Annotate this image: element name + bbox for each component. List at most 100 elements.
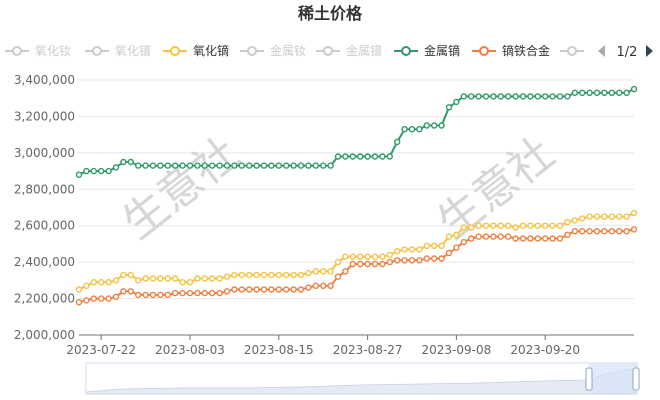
data-point[interactable] [490, 93, 497, 100]
data-point[interactable] [97, 279, 105, 286]
legend-item-label[interactable]: 镝铁合金 [502, 43, 550, 58]
data-point[interactable] [497, 222, 504, 229]
legend-marker[interactable] [12, 46, 22, 56]
data-point[interactable] [268, 162, 275, 169]
data-point[interactable] [327, 268, 334, 275]
data-point[interactable] [527, 222, 534, 229]
data-point[interactable] [571, 227, 578, 235]
data-point[interactable] [97, 167, 105, 175]
data-point[interactable] [497, 93, 504, 100]
data-point[interactable] [616, 227, 623, 235]
data-point[interactable] [556, 93, 564, 100]
data-point[interactable] [208, 275, 216, 282]
data-point[interactable] [186, 289, 194, 297]
data-point[interactable] [179, 162, 186, 169]
data-point[interactable] [423, 242, 430, 250]
data-point[interactable] [164, 275, 172, 282]
data-point[interactable] [320, 282, 327, 289]
data-point[interactable] [90, 295, 98, 302]
data-point[interactable] [127, 288, 135, 295]
datazoom-window[interactable] [589, 363, 637, 394]
data-point[interactable] [97, 295, 105, 302]
data-point[interactable] [75, 171, 83, 178]
data-point[interactable] [482, 233, 490, 240]
data-point[interactable] [408, 257, 416, 264]
data-point[interactable] [216, 289, 223, 297]
legend-marker[interactable] [247, 46, 257, 56]
legend-marker[interactable] [170, 46, 180, 56]
data-point[interactable] [297, 286, 305, 293]
data-point[interactable] [416, 257, 423, 264]
data-point[interactable] [519, 222, 527, 229]
data-point[interactable] [275, 286, 282, 293]
legend-marker[interactable] [567, 46, 577, 56]
data-point[interactable] [194, 275, 201, 282]
data-point[interactable] [142, 275, 149, 282]
data-point[interactable] [453, 231, 460, 239]
data-point[interactable] [105, 167, 112, 175]
data-point[interactable] [127, 271, 135, 279]
data-point[interactable] [371, 153, 379, 160]
data-point[interactable] [512, 224, 519, 231]
data-point[interactable] [394, 138, 401, 146]
data-point[interactable] [564, 231, 571, 239]
data-point[interactable] [171, 162, 179, 169]
data-point[interactable] [616, 213, 623, 220]
data-point[interactable] [445, 104, 453, 111]
data-point[interactable] [112, 277, 120, 284]
data-point[interactable] [408, 125, 416, 133]
data-point[interactable] [623, 89, 630, 97]
data-point[interactable] [460, 238, 467, 246]
data-point[interactable] [527, 235, 534, 242]
data-point[interactable] [283, 286, 290, 293]
data-point[interactable] [164, 162, 172, 169]
data-point[interactable] [305, 269, 312, 277]
data-point[interactable] [349, 260, 356, 268]
legend-marker[interactable] [401, 46, 411, 56]
data-point[interactable] [534, 222, 541, 229]
data-point[interactable] [601, 89, 608, 97]
data-point[interactable] [231, 286, 238, 293]
legend-prev-icon[interactable] [598, 45, 605, 57]
data-point[interactable] [305, 162, 312, 169]
data-point[interactable] [142, 162, 149, 169]
data-point[interactable] [379, 260, 386, 268]
data-point[interactable] [630, 85, 638, 93]
data-point[interactable] [231, 271, 238, 279]
data-point[interactable] [564, 218, 571, 226]
data-point[interactable] [586, 89, 593, 97]
data-point[interactable] [475, 93, 482, 100]
legend-marker[interactable] [323, 46, 333, 56]
data-point[interactable] [334, 153, 342, 160]
data-point[interactable] [593, 89, 601, 97]
data-point[interactable] [327, 162, 334, 169]
data-point[interactable] [371, 260, 379, 268]
data-point[interactable] [505, 93, 512, 100]
legend-item-label[interactable]: 氧化钕 [35, 43, 71, 58]
data-point[interactable] [194, 289, 201, 297]
data-point[interactable] [623, 227, 630, 235]
data-point[interactable] [460, 224, 467, 231]
data-point[interactable] [342, 268, 349, 275]
data-point[interactable] [194, 162, 201, 169]
data-point[interactable] [512, 235, 519, 242]
data-point[interactable] [238, 286, 246, 293]
data-point[interactable] [571, 217, 578, 224]
data-point[interactable] [327, 282, 334, 289]
data-point[interactable] [75, 286, 83, 293]
data-point[interactable] [482, 222, 490, 229]
data-point[interactable] [394, 247, 401, 255]
data-point[interactable] [179, 289, 186, 297]
data-point[interactable] [216, 275, 223, 282]
data-point[interactable] [386, 251, 393, 259]
data-point[interactable] [527, 93, 534, 100]
data-point[interactable] [334, 258, 342, 266]
data-point[interactable] [586, 227, 593, 235]
data-point[interactable] [260, 271, 268, 279]
data-point[interactable] [201, 289, 209, 297]
data-point[interactable] [564, 93, 571, 100]
data-point[interactable] [586, 213, 593, 220]
data-point[interactable] [468, 224, 475, 231]
data-point[interactable] [275, 271, 282, 279]
data-point[interactable] [201, 275, 209, 282]
